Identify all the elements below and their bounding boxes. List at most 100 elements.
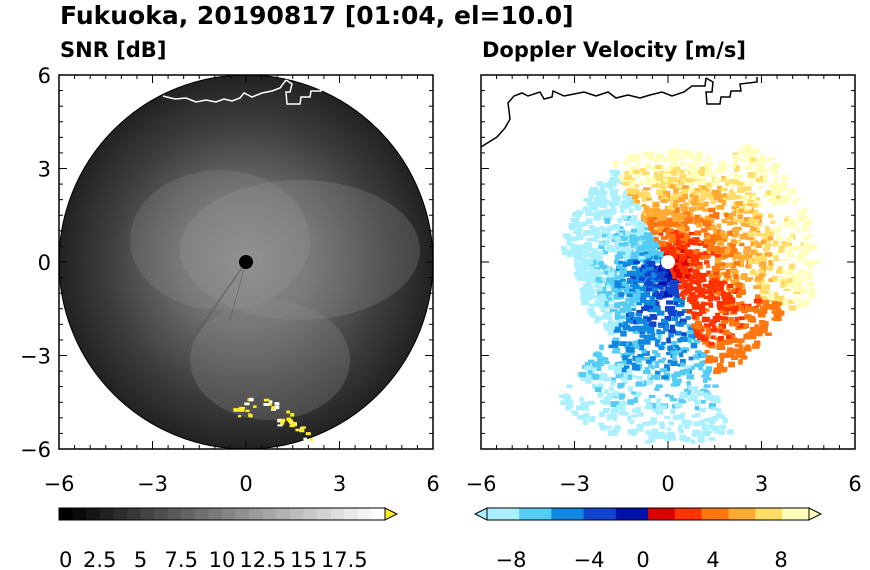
doppler-bin [705, 190, 710, 194]
doppler-bin [745, 277, 754, 281]
doppler-bin [764, 299, 770, 306]
doppler-bin [686, 276, 692, 282]
doppler-bin [625, 196, 633, 202]
doppler-bin [718, 248, 725, 254]
doppler-bin [716, 343, 724, 349]
doppler-bin [693, 363, 702, 367]
doppler-bin [639, 180, 645, 186]
doppler-bin [710, 319, 717, 324]
doppler-bin [685, 176, 693, 183]
doppler-bin [669, 266, 675, 272]
doppler-bin [760, 233, 769, 237]
doppler-bin [734, 228, 740, 234]
doppler-bin [575, 248, 583, 252]
doppler-bin [796, 298, 803, 303]
doppler-bin [593, 374, 599, 381]
doppler-bin [753, 256, 760, 262]
doppler-bin [648, 223, 654, 229]
doppler-bin [697, 435, 704, 441]
doppler-bin [683, 267, 689, 274]
doppler-radar-site [661, 255, 675, 269]
doppler-bin [808, 282, 814, 287]
doppler-bin [603, 270, 609, 275]
doppler-bin [691, 315, 697, 320]
doppler-bin [713, 247, 719, 254]
doppler-bin [700, 336, 709, 342]
doppler-bin [642, 350, 650, 356]
doppler-bin [684, 167, 690, 172]
doppler-bin [630, 251, 638, 258]
doppler-bin [561, 249, 567, 255]
doppler-bin [718, 336, 723, 342]
doppler-bin [643, 205, 650, 212]
doppler-bin [616, 263, 623, 269]
doppler-bin [640, 253, 645, 258]
doppler-bin [647, 334, 656, 340]
doppler-bin [637, 239, 643, 246]
doppler-bin [600, 307, 606, 312]
doppler-bin [614, 326, 622, 332]
doppler-bin [566, 239, 572, 246]
doppler-bin [807, 233, 812, 239]
doppler-bin [747, 231, 755, 238]
doppler-bin [628, 166, 637, 173]
doppler-bin [659, 241, 668, 247]
doppler-bin [655, 384, 663, 389]
doppler-bin [688, 231, 695, 236]
doppler-bin [610, 364, 616, 370]
high-echo-point [300, 426, 306, 429]
doppler-bin [648, 300, 656, 306]
colorbar-extend-max [808, 507, 823, 521]
doppler-bin [712, 425, 720, 432]
doppler-bin [804, 259, 809, 263]
doppler-bin [724, 216, 732, 220]
doppler-bin [623, 231, 631, 237]
doppler-bin [694, 271, 701, 276]
doppler-bin [785, 242, 792, 247]
doppler-bin [583, 420, 589, 426]
doppler-bin [718, 325, 723, 330]
doppler-bin [792, 297, 797, 303]
doppler-bin [788, 236, 794, 241]
doppler-bin [635, 224, 641, 229]
doppler-bin [689, 285, 694, 292]
doppler-bin [733, 348, 739, 353]
doppler-bin [641, 264, 646, 269]
doppler-bin [773, 255, 779, 262]
doppler-bin [756, 242, 762, 248]
doppler-bin [717, 287, 722, 294]
doppler-bin [624, 270, 632, 277]
doppler-bin [560, 400, 569, 405]
doppler-bin [599, 185, 604, 192]
x-tick-label: 0 [661, 472, 674, 496]
doppler-bin [725, 353, 733, 358]
doppler-bin [690, 258, 699, 262]
doppler-bin [720, 165, 725, 169]
doppler-bin [605, 242, 610, 247]
doppler-bin [803, 242, 811, 248]
doppler-bin [673, 294, 680, 298]
doppler-bin [669, 184, 675, 189]
doppler-bin [626, 369, 633, 375]
doppler-bin [753, 298, 762, 304]
colorbar-label: 0 [59, 548, 72, 570]
doppler-bin [718, 323, 727, 329]
doppler-bin [706, 247, 713, 253]
doppler-bin [597, 356, 605, 361]
doppler-bin [583, 283, 590, 289]
doppler-bin [639, 276, 645, 281]
doppler-bin [644, 398, 652, 402]
doppler-bin [624, 358, 632, 365]
doppler-bin [679, 336, 688, 342]
doppler-bin [676, 223, 684, 230]
doppler-bin [592, 228, 600, 232]
doppler-bin [640, 318, 647, 324]
doppler-bin [609, 201, 616, 207]
doppler-bin [745, 235, 754, 241]
doppler-bin [610, 247, 616, 251]
doppler-bin [686, 381, 691, 386]
doppler-bin [801, 300, 809, 305]
doppler-bin [692, 276, 697, 280]
doppler-bin [661, 187, 666, 193]
doppler-bin [641, 268, 650, 273]
